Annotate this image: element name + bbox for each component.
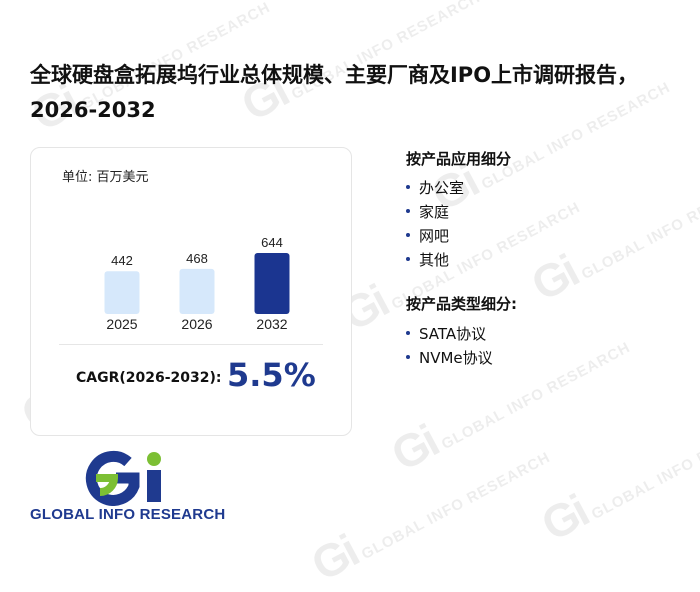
bar-2025 [104, 271, 140, 314]
type-list: SATA协议 NVMe协议 [406, 322, 493, 370]
value-label-2025: 442 [111, 253, 133, 268]
type-section-title: 按产品类型细分: [406, 295, 517, 313]
report-title: 全球硬盘盒拓展坞行业总体规模、主要厂商及IPO上市调研报告，2026-2032 [30, 63, 639, 122]
category-label-2032: 2032 [256, 316, 287, 332]
list-item: NVMe协议 [406, 346, 493, 370]
value-label-2032: 644 [261, 235, 283, 250]
watermark: Gi GLOBAL INFO RESEARCH [532, 408, 700, 551]
market-size-card: 单位: 百万美元 442 2025 468 2026 644 2032 CAGR(2026… [30, 147, 352, 436]
application-list: 办公室 家庭 网吧 其他 [406, 176, 464, 272]
bullet-icon [406, 330, 410, 335]
bullet-icon [406, 256, 410, 261]
unit-label: 单位: 百万美元 [62, 170, 149, 185]
bullet-icon [406, 184, 410, 189]
logo-mark-icon [85, 450, 161, 506]
bar-2026 [179, 268, 215, 314]
cagr-value: 5.5% [227, 356, 316, 394]
watermark: Gi GLOBAL INFO RESEARCH [522, 168, 700, 311]
logo-text: GLOBAL INFO RESEARCH [30, 506, 226, 523]
divider [59, 344, 323, 345]
value-label-2026: 468 [186, 251, 208, 266]
bullet-icon [406, 208, 410, 213]
bar-chart: 442 2025 468 2026 644 2032 [104, 235, 290, 332]
list-item: 网吧 [406, 224, 464, 248]
list-item: 办公室 [406, 176, 464, 200]
category-label-2025: 2025 [106, 316, 137, 332]
cagr-label: CAGR(2026-2032): [76, 370, 222, 386]
bullet-icon [406, 232, 410, 237]
list-item: 其他 [406, 248, 464, 272]
company-logo: GLOBAL INFO RESEARCH [30, 448, 230, 528]
list-item: 家庭 [406, 200, 464, 224]
bullet-icon [406, 354, 410, 359]
bar-2032 [254, 253, 290, 314]
category-label-2026: 2026 [181, 316, 212, 332]
watermark: Gi GLOBAL INFO RESEARCH [302, 448, 554, 591]
list-item: SATA协议 [406, 322, 493, 346]
application-section-title: 按产品应用细分 [406, 150, 512, 168]
